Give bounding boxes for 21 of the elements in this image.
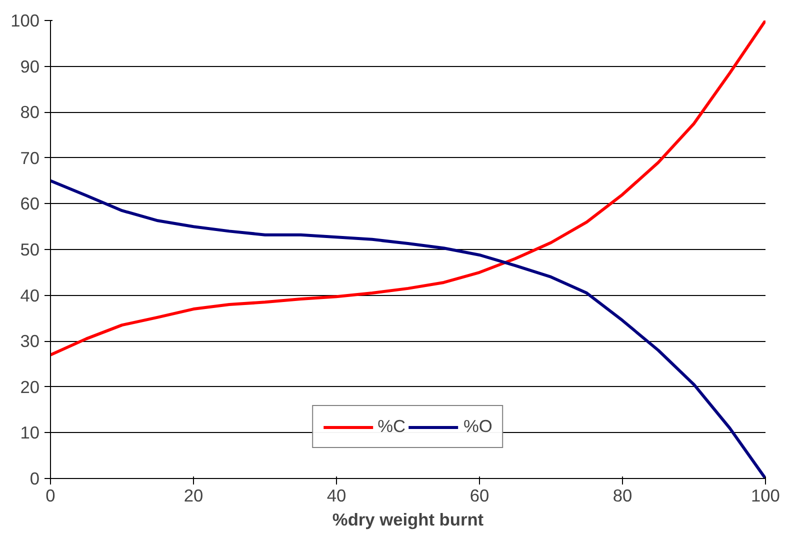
y-tick-label: 90 xyxy=(20,56,40,76)
y-tick-label: 40 xyxy=(20,285,40,306)
y-tick-label: 30 xyxy=(20,331,40,352)
x-tick-label: 100 xyxy=(751,486,780,506)
x-tick-label: 0 xyxy=(46,486,56,506)
y-tick-label: 10 xyxy=(20,422,40,443)
x-tick-label: 60 xyxy=(470,486,490,506)
y-tick-label: 80 xyxy=(20,102,40,122)
y-tick-label: 70 xyxy=(20,148,40,168)
legend-label: %O xyxy=(464,416,492,437)
y-tick-label: 0 xyxy=(30,468,40,488)
legend-label: %C xyxy=(378,416,406,437)
line-series xyxy=(50,20,766,356)
x-axis-title: %dry weight burnt xyxy=(332,510,484,530)
x-tick-label: 80 xyxy=(612,486,632,506)
x-tick-label: 20 xyxy=(184,486,204,506)
y-tick-label: 60 xyxy=(20,194,40,214)
y-tick-label: 100 xyxy=(10,10,40,30)
y-tick-label: 50 xyxy=(20,240,40,260)
x-tick-label: 40 xyxy=(326,486,346,506)
y-tick-label: 20 xyxy=(20,376,40,397)
